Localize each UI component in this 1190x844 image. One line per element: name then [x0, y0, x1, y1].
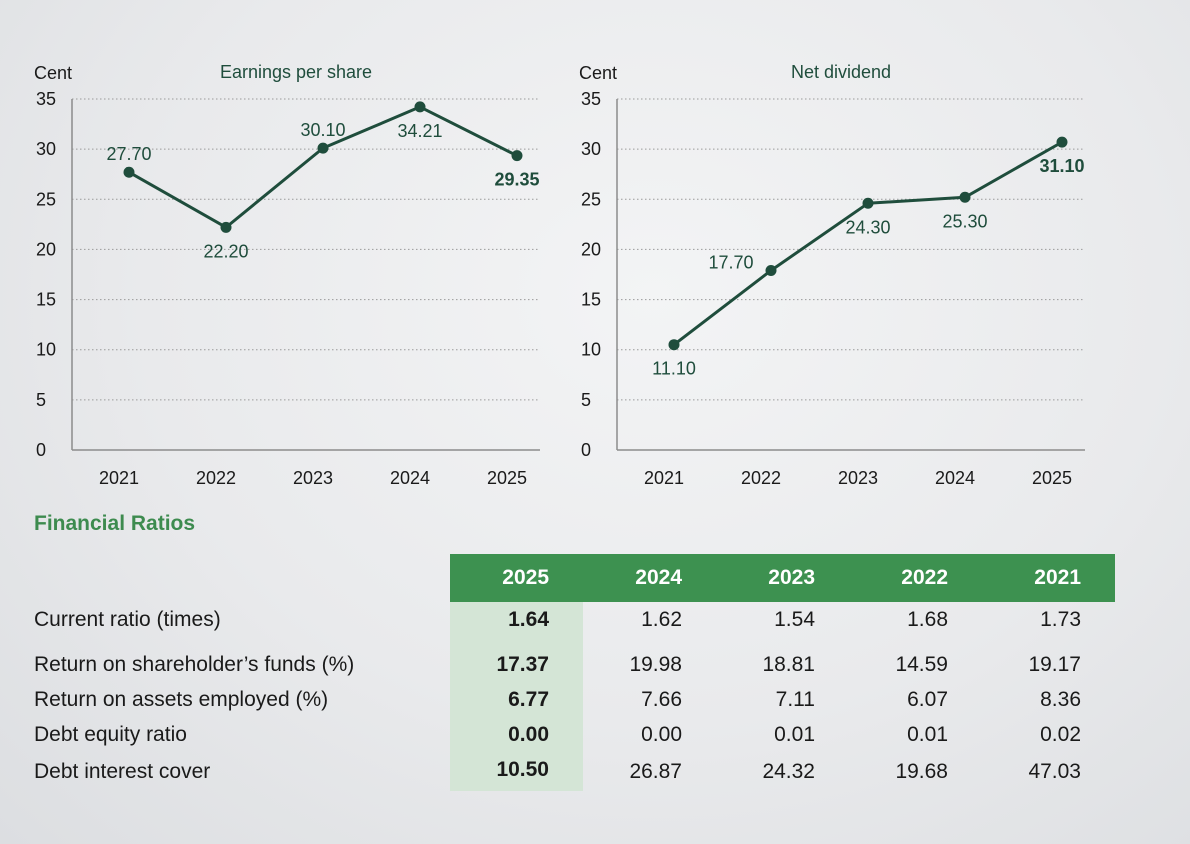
y-tick-label: 0: [36, 440, 46, 460]
data-label: 31.10: [1039, 156, 1084, 176]
y-tick-label: 5: [36, 390, 46, 410]
table-row: Debt equity ratio 0.00 0.00 0.01 0.01 0.…: [30, 717, 1115, 752]
table-cell: 17.37: [450, 637, 583, 682]
table-cell: 1.62: [641, 607, 682, 631]
dividend-chart: Cent Net dividend 0 5 10 15 20 25 30 35 2021 2022 20…: [545, 0, 1105, 500]
y-tick-label: 30: [36, 139, 56, 159]
year-header: 2023: [716, 554, 849, 602]
table-row: Debt interest cover 10.50 26.87 24.32 19…: [30, 752, 1115, 791]
series-line: [673, 140, 1063, 346]
data-point: [1056, 136, 1068, 148]
data-point: [414, 101, 426, 113]
table-cell: 0.00: [450, 717, 583, 752]
data-label: 11.10: [652, 359, 696, 379]
table-cell: 19.68: [895, 759, 948, 783]
y-tick-label: 20: [36, 239, 56, 259]
year-header: 2022: [849, 554, 982, 602]
chart-title: Earnings per share: [220, 62, 372, 82]
data-point: [765, 264, 777, 276]
year-header: 2024: [583, 554, 716, 602]
financial-ratios-title: Financial Ratios: [34, 512, 196, 535]
financial-ratios-table: 2025 2024 2023 2022 2021 Current ratio (…: [30, 554, 1115, 791]
x-tick-label: 2023: [838, 468, 878, 488]
data-label: 30.10: [300, 120, 345, 140]
y-tick-label: 0: [581, 440, 591, 460]
y-tick-label: 30: [581, 139, 601, 159]
eps-chart: Cent Earnings per share 0 5 10 15 20 25 30 35 2021…: [0, 0, 560, 500]
chart-title: Net dividend: [791, 62, 891, 82]
y-axis-unit-label: Cent: [34, 63, 72, 83]
table-cell: 1.64: [450, 602, 583, 637]
table-cell: 0.00: [641, 722, 682, 746]
data-label: 27.70: [106, 144, 151, 164]
table-cell: 8.36: [1040, 687, 1081, 711]
table-cell: 19.98: [629, 652, 682, 676]
x-tick-label: 2021: [644, 468, 684, 488]
data-label: 22.20: [203, 241, 248, 261]
row-label: Return on assets employed (%): [34, 687, 329, 711]
y-tick-label: 10: [36, 340, 56, 360]
row-label: Return on shareholder’s funds (%): [34, 652, 355, 676]
data-label: 25.30: [942, 211, 987, 231]
table-cell: 26.87: [629, 759, 682, 783]
table-cell: 7.11: [775, 687, 815, 711]
chart-svg: Cent Earnings per share051015202530352021…: [34, 62, 540, 488]
data-label: 17.70: [708, 252, 753, 272]
y-tick-label: 35: [581, 89, 601, 109]
y-tick-label: 5: [581, 390, 591, 410]
x-tick-label: 2025: [487, 468, 527, 488]
data-point: [511, 150, 523, 162]
data-label: 24.30: [845, 217, 890, 237]
y-tick-label: 35: [36, 89, 56, 109]
data-point: [123, 166, 135, 178]
table-cell: 10.50: [450, 752, 583, 791]
y-axis-unit-label: Cent: [579, 63, 617, 83]
x-tick-label: 2022: [741, 468, 781, 488]
table-row: Return on assets employed (%) 6.77 7.66 …: [30, 682, 1115, 717]
x-tick-label: 2024: [390, 468, 430, 488]
x-tick-label: 2024: [935, 468, 975, 488]
table-cell: 6.07: [907, 687, 948, 711]
x-tick-label: 2023: [293, 468, 333, 488]
row-label: Debt interest cover: [34, 759, 211, 783]
row-label: Debt equity ratio: [34, 722, 187, 746]
x-tick-label: 2021: [99, 468, 139, 488]
table-cell: 24.32: [762, 759, 815, 783]
y-tick-label: 25: [581, 189, 601, 209]
year-header: 2025: [450, 554, 583, 602]
data-point: [668, 339, 680, 351]
table-header-row: 2025 2024 2023 2022 2021: [30, 554, 1115, 602]
data-point: [959, 191, 971, 203]
table-cell: 19.17: [1028, 652, 1081, 676]
data-point: [862, 197, 874, 209]
y-tick-label: 25: [36, 189, 56, 209]
table-cell: 14.59: [895, 652, 948, 676]
table-cell: 1.73: [1040, 607, 1081, 631]
table-cell: 7.66: [641, 687, 682, 711]
data-point: [317, 142, 329, 154]
table-row: Current ratio (times) 1.64 1.62 1.54 1.6…: [30, 602, 1115, 637]
table-cell: 1.68: [907, 607, 948, 631]
row-label: Current ratio (times): [34, 607, 221, 631]
table-cell: 18.81: [762, 652, 815, 676]
y-tick-label: 10: [581, 340, 601, 360]
data-label: 29.35: [494, 170, 539, 190]
table-cell: 1.54: [774, 607, 815, 631]
table-cell: 0.01: [774, 722, 815, 746]
y-tick-label: 20: [581, 239, 601, 259]
table-cell: 0.01: [907, 722, 948, 746]
data-label: 34.21: [397, 121, 442, 141]
y-tick-label: 15: [36, 290, 56, 310]
x-tick-label: 2025: [1032, 468, 1072, 488]
table-cell: 6.77: [450, 682, 583, 717]
table-row: Return on shareholder’s funds (%) 17.37 …: [30, 637, 1115, 682]
data-point: [220, 221, 232, 233]
table-cell: 47.03: [1028, 759, 1081, 783]
year-header: 2021: [982, 554, 1115, 602]
x-tick-label: 2022: [196, 468, 236, 488]
table-cell: 0.02: [1040, 722, 1081, 746]
y-tick-label: 15: [581, 290, 601, 310]
